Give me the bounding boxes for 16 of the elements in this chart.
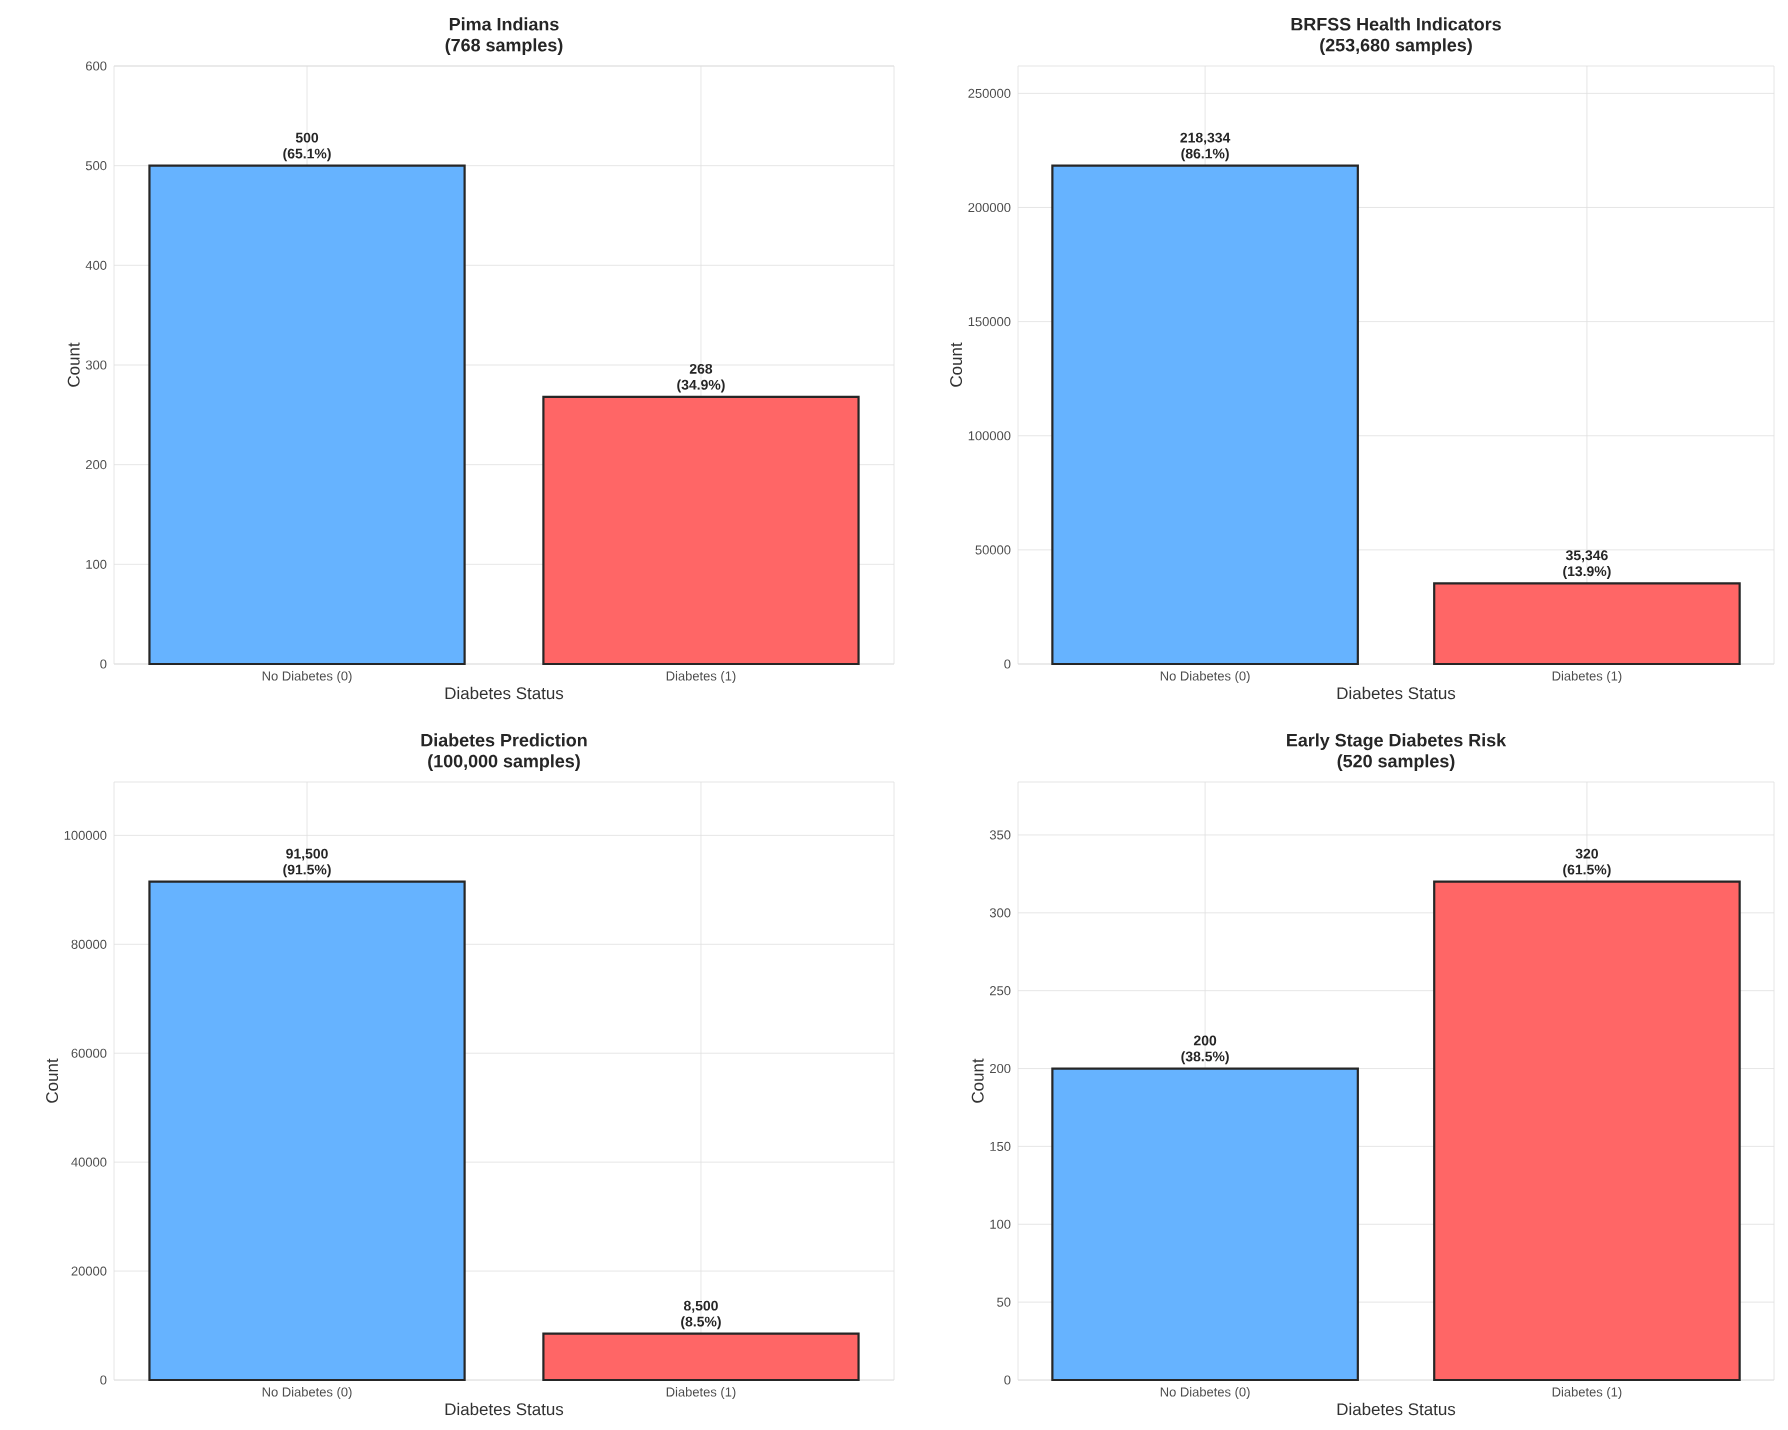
- chart-title: Pima Indians: [449, 17, 559, 31]
- x-axis-title: Diabetes Status: [1337, 686, 1456, 700]
- chart-title: BRFSS Health Indicators: [1291, 17, 1501, 31]
- x-axis-title: Diabetes Status: [1337, 1402, 1456, 1416]
- chart-subtitle: (253,680 samples): [1320, 38, 1472, 55]
- y-axis-title: Count: [950, 342, 963, 387]
- chart-subtitle: (520 samples): [1337, 754, 1455, 771]
- chart-subtitle: (100,000 samples): [428, 754, 580, 771]
- y-axis-title: Count: [46, 1058, 59, 1103]
- x-axis-title: Diabetes Status: [445, 686, 564, 700]
- y-axis-title: Count: [971, 1058, 984, 1103]
- chart-subtitle: (768 samples): [445, 38, 563, 55]
- chart-title: Early Stage Diabetes Risk: [1287, 733, 1507, 751]
- chart-title: Diabetes Prediction: [421, 733, 587, 747]
- y-axis-title: Count: [67, 342, 80, 387]
- x-axis-title: Diabetes Status: [445, 1402, 564, 1416]
